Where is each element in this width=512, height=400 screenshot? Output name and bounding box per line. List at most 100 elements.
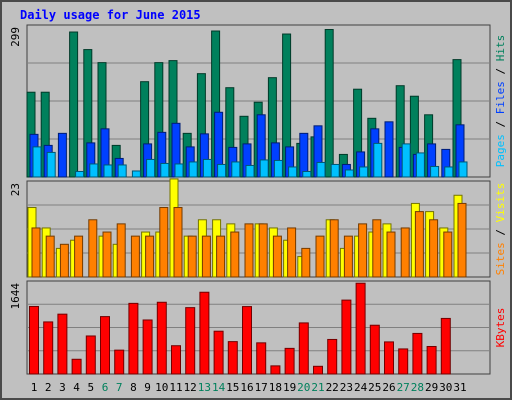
bar-files-day-3: [57, 132, 67, 178]
x-tick-label: 23: [340, 381, 353, 394]
bar-kbytes-day-8: [128, 302, 139, 375]
panel-max-label: 23: [9, 183, 22, 196]
bar-kbytes-day-23: [341, 299, 352, 375]
bar-sites-day-23: [343, 235, 353, 278]
bar-pages-day-14: [217, 163, 227, 178]
bar-sites-day-24: [358, 223, 368, 278]
x-tick-label: 22: [326, 381, 339, 394]
bar-sites-day-26: [386, 231, 396, 278]
bar-sites-day-13: [201, 235, 211, 278]
bar-pages-day-4: [75, 170, 85, 178]
x-tick-label: 15: [226, 381, 239, 394]
x-tick-label: 1: [31, 381, 38, 394]
panel-1: 299 Pages / Files / Hits: [9, 24, 507, 178]
bar-kbytes-day-18: [270, 365, 281, 375]
bar-kbytes-day-2: [43, 321, 54, 375]
bar-pages-day-12: [188, 161, 198, 178]
legend-sep2: /: [494, 61, 507, 81]
bar-pages-day-13: [202, 158, 212, 178]
legend-hits: Hits: [494, 35, 507, 62]
bar-sites-day-4: [74, 235, 84, 278]
bar-pages-day-9: [146, 158, 156, 178]
x-tick-label: 18: [269, 381, 282, 394]
bar-sites-day-22: [329, 219, 339, 278]
bar-sites-day-11: [173, 207, 183, 278]
x-tick-label: 14: [212, 381, 226, 394]
panel-2: 23 Sites / Visits: [9, 178, 507, 278]
x-tick-label: 3: [59, 381, 66, 394]
bar-kbytes-day-29: [426, 345, 437, 375]
bar-pages-day-21: [316, 161, 326, 178]
bar-pages-day-8: [131, 170, 141, 178]
bar-sites-day-15: [230, 231, 240, 278]
bar-pages-day-16: [245, 164, 255, 178]
bar-sites-day-19: [287, 227, 297, 278]
x-tick-label: 28: [411, 381, 424, 394]
bar-pages-day-28: [415, 152, 425, 178]
x-tick-label: 6: [102, 381, 109, 394]
bar-sites-day-17: [258, 223, 268, 278]
legend-visits: Visits: [494, 183, 507, 223]
bar-sites-day-2: [45, 235, 55, 278]
bar-sites-day-21: [315, 235, 325, 278]
x-tick-label: 26: [382, 381, 395, 394]
bar-kbytes-day-20: [298, 322, 309, 375]
x-tick-label: 13: [198, 381, 211, 394]
bar-sites-day-25: [372, 219, 382, 278]
bar-pages-day-2: [46, 151, 56, 178]
bar-kbytes-day-30: [440, 317, 451, 375]
bar-pages-day-19: [288, 166, 298, 178]
bar-kbytes-day-24: [355, 282, 366, 375]
bar-pages-day-29: [430, 165, 440, 178]
bar-sites-day-9: [145, 235, 155, 278]
bar-pages-day-11: [174, 163, 184, 178]
series-kbytes: [29, 282, 451, 375]
bar-pages-day-15: [231, 161, 241, 178]
panel-max-label: 1644: [9, 283, 22, 310]
bar-hits-day-4: [69, 31, 79, 178]
x-tick-label: 21: [311, 381, 324, 394]
bar-kbytes-day-17: [256, 342, 267, 375]
bar-sites-day-1: [31, 227, 41, 278]
x-tick-label: 11: [169, 381, 182, 394]
bar-sites-day-14: [216, 235, 226, 278]
bar-kbytes-day-1: [29, 305, 39, 375]
x-tick-label: 29: [425, 381, 438, 394]
x-tick-label: 9: [144, 381, 151, 394]
x-tick-label: 10: [155, 381, 168, 394]
chart-panels: 299 Pages / Files / Hits 23 Sites / Visits 1…: [9, 24, 507, 375]
x-tick-label: 17: [255, 381, 268, 394]
bar-pages-day-17: [259, 159, 269, 178]
bar-kbytes-day-7: [114, 349, 125, 375]
bar-pages-day-5: [89, 163, 99, 178]
bar-kbytes-day-14: [213, 330, 224, 375]
bar-kbytes-day-22: [327, 338, 338, 375]
bar-pages-day-6: [103, 164, 113, 178]
bar-kbytes-day-11: [171, 345, 181, 375]
bar-pages-day-24: [359, 166, 369, 178]
bar-hits-day-22: [324, 29, 334, 178]
bar-kbytes-day-19: [284, 347, 295, 375]
bar-sites-day-18: [272, 235, 282, 278]
x-tick-label: 31: [453, 381, 466, 394]
bar-sites-day-20: [301, 247, 311, 278]
bar-sites-day-31: [457, 202, 467, 278]
x-tick-label: 2: [45, 381, 52, 394]
x-tick-label: 5: [87, 381, 94, 394]
bar-pages-day-27: [401, 143, 411, 178]
bar-kbytes-day-26: [384, 341, 394, 375]
x-tick-label: 4: [73, 381, 80, 394]
bar-kbytes-day-10: [156, 301, 167, 375]
bar-sites-day-7: [116, 223, 126, 278]
bar-pages-day-23: [344, 169, 354, 178]
panel-3: 1644 KBytes: [9, 280, 507, 375]
panel-legend: Pages / Files / Hits: [494, 35, 507, 168]
legend-pages: Pages: [494, 134, 507, 167]
panel-max-label: 299: [9, 27, 22, 47]
bar-pages-day-18: [273, 159, 283, 178]
legend-sites: Sites: [494, 242, 507, 275]
bar-kbytes-day-16: [242, 306, 252, 375]
bar-pages-day-25: [373, 142, 383, 178]
bar-kbytes-day-28: [412, 332, 423, 375]
